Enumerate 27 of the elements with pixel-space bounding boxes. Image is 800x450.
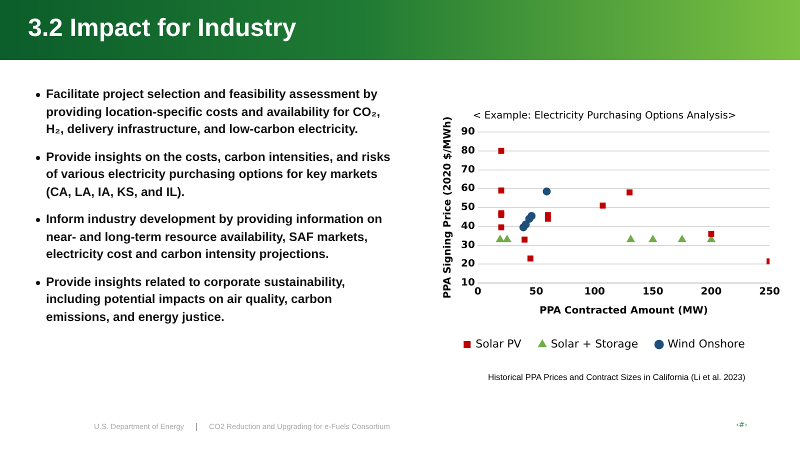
x-tick-label: 150 (642, 286, 664, 298)
y-tick-label: 50 (460, 202, 475, 214)
y-axis-title: PPA Signing Price (2020 $/MWh) (442, 116, 454, 299)
x-tick-label: 200 (700, 286, 722, 298)
chart-title: < Example: Electricity Purchasing Options Analysis> (472, 110, 736, 122)
text: Inform industry development by providing information on near- and long-term resource availability, SAF markets, electricity cost and carbon intensity projections. (46, 211, 384, 263)
x-tick-label: 250 (759, 286, 780, 298)
text: Provide insights related to corporate sustainability, including potential impacts on air quality, carbon emissions, and energy justice. (46, 274, 346, 326)
y-tick-label: 30 (460, 240, 475, 251)
y-tick-label: 80 (460, 145, 475, 156)
y-tick-label: 20 (460, 258, 475, 270)
x-axis-title: PPA Contracted Amount (MW) (539, 306, 708, 317)
x-tick-label: 100 (584, 286, 606, 298)
y-tick-label: 40 (460, 220, 475, 232)
x-tick-label: 0 (474, 286, 482, 298)
legend-label: Solar PV (476, 337, 522, 350)
legend-label: Wind Onshore (668, 337, 746, 350)
text: Provide insights on the costs, carbon intensities, and risks of various electricity purchasing options for key markets (CA, LA, IA, KS, and IL). (46, 148, 392, 200)
y-tick-label: 10 (460, 278, 475, 289)
y-tick-label: 60 (460, 183, 475, 194)
y-tick-label: 70 (460, 164, 475, 176)
legend-label: Solar + Storage (550, 337, 638, 350)
text: Historical PPA Prices and Contract Sizes in California (Li et al. 2023) (488, 372, 746, 382)
y-tick-label: 90 (460, 126, 475, 138)
text: 3.2 Impact for Industry (28, 14, 296, 43)
x-tick-label: 50 (529, 286, 544, 298)
text: Facilitate project selection and feasibility assessment by providing location-specific costs and availability for CO₂, H₂, delivery infrastructure, and low-carbon electricity. (46, 86, 382, 138)
